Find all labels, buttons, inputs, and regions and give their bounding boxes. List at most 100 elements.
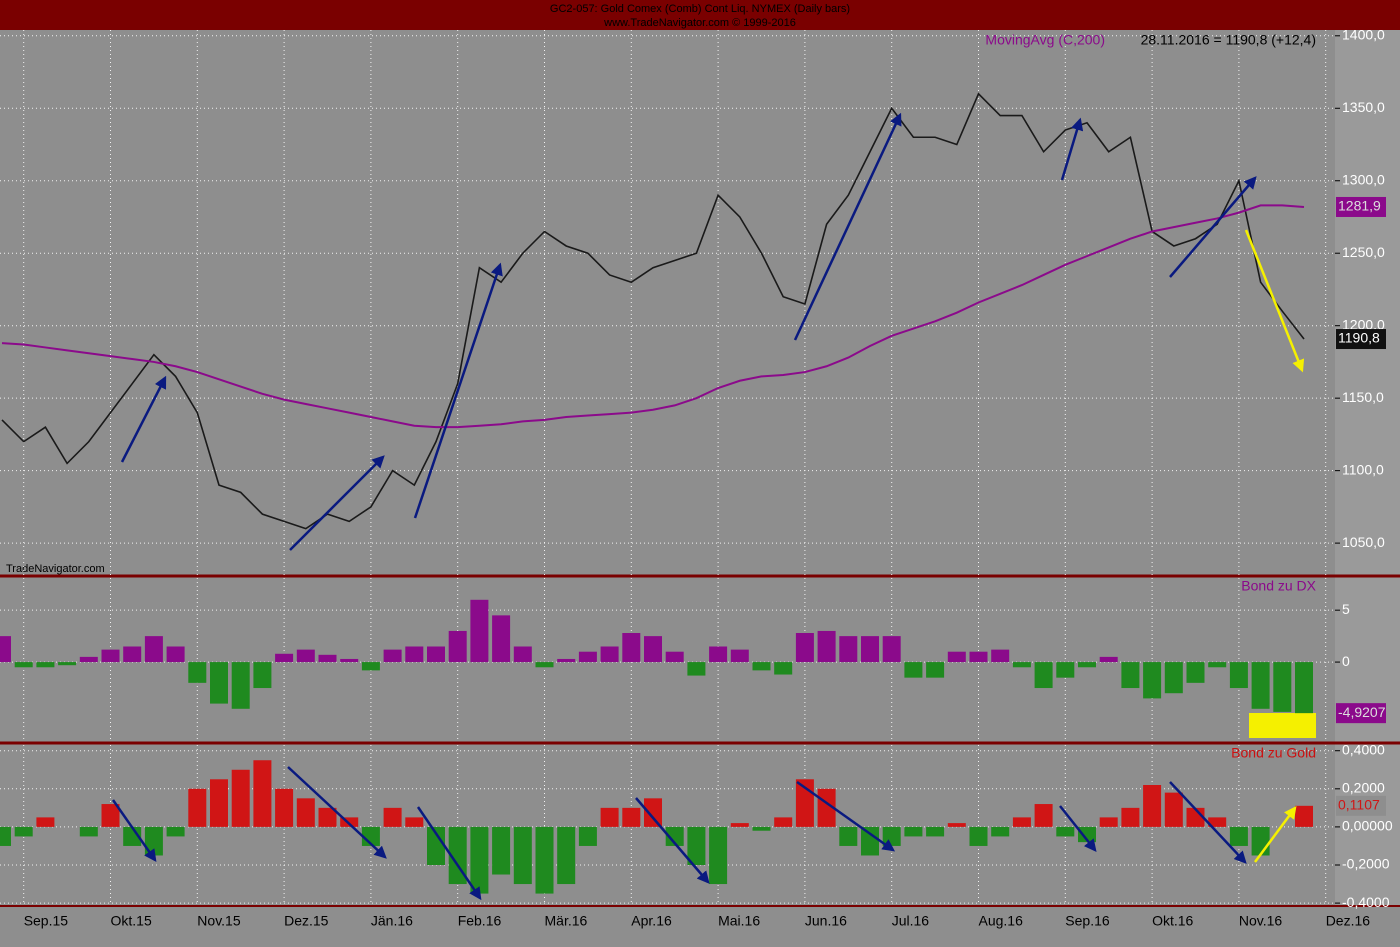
moving-average-line [1, 204, 1305, 429]
bar [492, 826, 511, 875]
x-tick-label: Mai.16 [718, 913, 760, 929]
bar [123, 826, 142, 846]
arrow [796, 780, 896, 852]
bar [1164, 662, 1183, 694]
bar [318, 807, 337, 827]
plot-layer: 1050,0 1100,0 1150,0 1200,0 1250,0 1300,0 1350… [0, 27, 1393, 929]
arrow [416, 806, 482, 901]
bar [578, 826, 597, 846]
y-tick-label: 1200,0 [1342, 316, 1385, 332]
header-subtitle: www.TradeNavigator.com © 1999-2016 [603, 17, 796, 29]
last-value-box [1336, 196, 1386, 217]
bar [210, 662, 228, 704]
bar [1121, 807, 1140, 827]
x-tick-label: Okt.15 [111, 913, 152, 929]
bar [535, 662, 554, 668]
header-title: GC2-057: Gold Comex (Comb) Cont Liq. NYM… [550, 3, 850, 15]
bar [340, 658, 359, 663]
bar [926, 662, 945, 678]
bar [774, 817, 793, 827]
arrow [1169, 176, 1257, 278]
arrow [111, 799, 157, 863]
x-tick-label: Jun.16 [805, 913, 847, 929]
y-tick-label: 0 [1342, 653, 1350, 669]
bar [1143, 785, 1162, 827]
x-tick-label: Dez.15 [284, 913, 329, 929]
bar [14, 826, 33, 837]
y-tick-label: 1350,0 [1342, 99, 1385, 115]
bar [1229, 662, 1248, 689]
bar [622, 633, 641, 663]
bar [644, 798, 662, 827]
bar [904, 662, 923, 678]
bar [427, 826, 445, 865]
bar [1099, 817, 1118, 827]
last-value-label: 1190,8 [1338, 330, 1380, 346]
bar [665, 826, 684, 846]
bar [470, 599, 489, 663]
bar [752, 662, 771, 671]
bar [296, 649, 315, 663]
y-tick-label: 1100,0 [1342, 461, 1384, 477]
bar [79, 656, 98, 663]
last-value-label: 1281,9 [1338, 198, 1381, 214]
y-tick-label: 1050,0 [1342, 534, 1385, 550]
y-tick-label: 1150,0 [1342, 389, 1384, 405]
last-value-box [1336, 703, 1386, 724]
arrow [793, 112, 902, 341]
bar [557, 826, 576, 885]
y-tick-label: -0,2000 [1342, 856, 1390, 872]
arrow [120, 375, 167, 463]
bar [513, 826, 532, 885]
x-tick-label: Okt.16 [1152, 913, 1193, 929]
y-tick-label: 0,4000 [1342, 741, 1385, 757]
bar [861, 826, 879, 856]
bar [1295, 805, 1313, 827]
bar [253, 760, 272, 827]
price-line [1, 92, 1305, 530]
bar [644, 636, 662, 663]
y-tick-label: 1300,0 [1342, 171, 1385, 187]
x-tick-label: Nov.15 [197, 913, 241, 929]
bar [318, 654, 337, 663]
bar [709, 826, 728, 885]
bar [427, 646, 445, 663]
panel-title: Bond zu DX [1241, 578, 1316, 594]
bar [14, 662, 33, 668]
bar [144, 636, 163, 663]
bar [817, 630, 836, 663]
arrow [287, 766, 387, 859]
x-tick-label: Apr.16 [631, 913, 672, 929]
y-tick-label: 0,00000 [1342, 818, 1393, 834]
bar [166, 826, 185, 837]
bar [730, 649, 749, 663]
bar [1078, 662, 1096, 668]
bar [188, 788, 207, 827]
y-tick-label: 5 [1342, 601, 1350, 617]
bar [600, 646, 619, 663]
bar [448, 630, 467, 663]
bar [79, 826, 98, 837]
bar [969, 651, 988, 663]
arrow [1244, 229, 1305, 373]
bar [687, 826, 706, 865]
watermark: TradeNavigator.com [6, 563, 105, 575]
bar [578, 651, 597, 663]
bar [535, 826, 554, 894]
x-tick-label: Nov.16 [1239, 913, 1283, 929]
trend-arrows [111, 112, 1305, 901]
bar [1056, 826, 1075, 837]
x-tick-label: Mär.16 [545, 913, 588, 929]
arrow [1059, 805, 1097, 852]
bar [1034, 804, 1053, 827]
x-tick-label: Sep.15 [24, 913, 69, 929]
bar [1121, 662, 1140, 689]
panel-title: Bond zu Gold [1231, 745, 1316, 761]
y-tick-label: 1250,0 [1342, 244, 1385, 260]
bar [709, 646, 728, 663]
bar [969, 826, 988, 846]
bar [166, 646, 185, 663]
bar [470, 826, 489, 894]
bar [275, 653, 294, 663]
bar [1056, 662, 1075, 678]
